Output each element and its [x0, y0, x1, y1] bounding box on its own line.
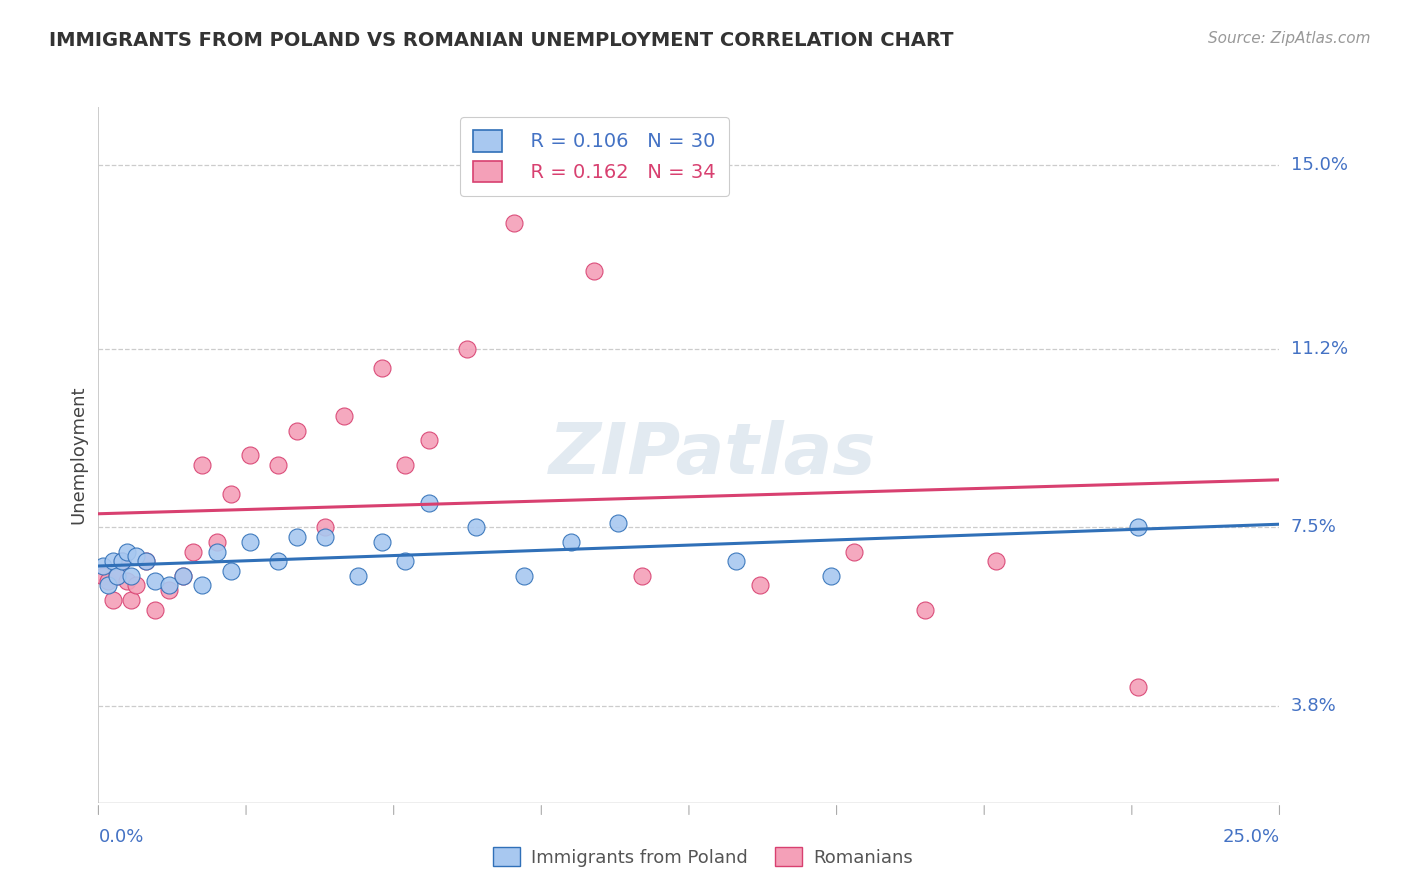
Point [394, 554, 416, 568]
Legend:   R = 0.106   N = 30,   R = 0.162   N = 34: R = 0.106 N = 30, R = 0.162 N = 34 [460, 117, 730, 196]
Point [844, 544, 866, 558]
Point [314, 530, 336, 544]
Point [115, 544, 138, 558]
Point [157, 578, 180, 592]
Point [239, 448, 262, 462]
Text: 0.0%: 0.0% [98, 828, 143, 846]
Point [191, 578, 214, 592]
Point [143, 574, 166, 588]
Point [314, 520, 336, 534]
Point [121, 592, 143, 607]
Point [630, 568, 652, 582]
Point [219, 564, 242, 578]
Y-axis label: Unemployment: Unemployment [69, 385, 87, 524]
Point [456, 342, 478, 356]
Text: 7.5%: 7.5% [1291, 518, 1337, 536]
Point [267, 458, 290, 472]
Point [121, 568, 143, 582]
Point [285, 530, 308, 544]
Point [914, 602, 936, 616]
Point [135, 554, 157, 568]
Point [371, 361, 394, 376]
Point [125, 549, 148, 564]
Point [748, 578, 770, 592]
Point [1126, 680, 1149, 694]
Point [91, 559, 114, 574]
Point [347, 568, 370, 582]
Point [536, 168, 558, 182]
Point [172, 568, 194, 582]
Point [115, 574, 138, 588]
Point [984, 554, 1007, 568]
Point [101, 592, 124, 607]
Point [267, 554, 290, 568]
Point [157, 583, 180, 598]
Point [181, 544, 204, 558]
Point [105, 568, 128, 582]
Point [205, 544, 228, 558]
Text: 3.8%: 3.8% [1291, 698, 1336, 715]
Point [560, 535, 582, 549]
Text: 25.0%: 25.0% [1222, 828, 1279, 846]
Text: IMMIGRANTS FROM POLAND VS ROMANIAN UNEMPLOYMENT CORRELATION CHART: IMMIGRANTS FROM POLAND VS ROMANIAN UNEMP… [49, 31, 953, 50]
Point [143, 602, 166, 616]
Legend: Immigrants from Poland, Romanians: Immigrants from Poland, Romanians [486, 840, 920, 874]
Point [97, 574, 120, 588]
Point [1126, 520, 1149, 534]
Point [125, 578, 148, 592]
Point [465, 520, 488, 534]
Point [607, 516, 630, 530]
Point [371, 535, 394, 549]
Point [583, 264, 606, 278]
Point [172, 568, 194, 582]
Point [239, 535, 262, 549]
Point [285, 424, 308, 438]
Point [512, 568, 534, 582]
Point [418, 434, 440, 448]
Point [394, 458, 416, 472]
Point [219, 486, 242, 500]
Point [191, 458, 214, 472]
Point [111, 554, 134, 568]
Point [333, 409, 356, 424]
Point [105, 568, 128, 582]
Point [418, 496, 440, 510]
Text: 15.0%: 15.0% [1291, 156, 1347, 174]
Point [135, 554, 157, 568]
Point [820, 568, 842, 582]
Point [205, 535, 228, 549]
Point [111, 554, 134, 568]
Text: ZIPatlas: ZIPatlas [548, 420, 876, 490]
Point [101, 554, 124, 568]
Text: Source: ZipAtlas.com: Source: ZipAtlas.com [1208, 31, 1371, 46]
Point [725, 554, 748, 568]
Point [91, 568, 114, 582]
Point [97, 578, 120, 592]
Point [503, 216, 526, 230]
Text: 11.2%: 11.2% [1291, 340, 1348, 358]
